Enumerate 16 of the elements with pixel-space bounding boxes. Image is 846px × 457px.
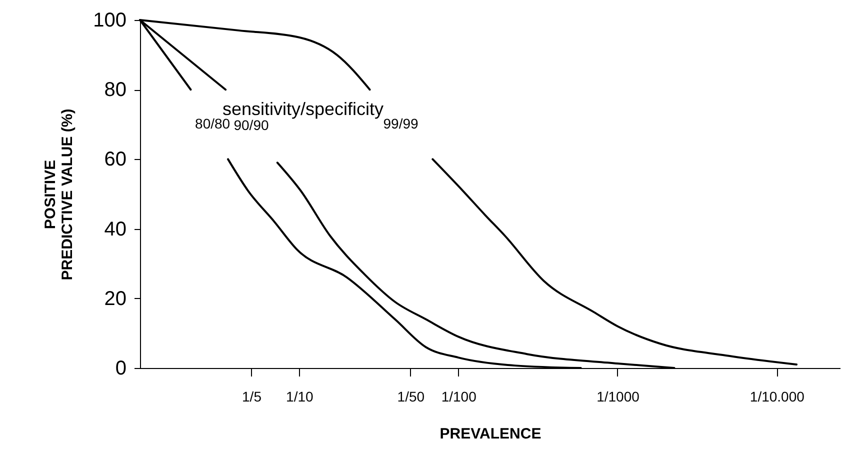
y-tick-label: 40 — [104, 218, 126, 240]
y-tick-label: 80 — [104, 79, 126, 102]
x-tick-label: 1/10.000 — [750, 388, 805, 404]
y-axis-title: POSITIVE PREDICTIVE VALUE (%) — [42, 108, 76, 280]
x-tick-label: 1/5 — [242, 388, 262, 404]
y-tick-label: 20 — [104, 288, 126, 310]
text: 90/90 — [234, 117, 269, 134]
x-tick-label: 1/50 — [397, 388, 425, 404]
x-tick-label: 1/1000 — [596, 388, 640, 404]
y-tick-label: 0 — [115, 358, 126, 380]
text: 99/99 — [383, 115, 418, 132]
x-tick-label: 1/10 — [286, 388, 314, 404]
y-tick-label: 60 — [104, 148, 126, 171]
y-tick-label: 100 — [93, 10, 126, 32]
x-tick-label: 1/100 — [441, 388, 477, 404]
x-axis-title: PREVALENCE — [440, 426, 542, 442]
